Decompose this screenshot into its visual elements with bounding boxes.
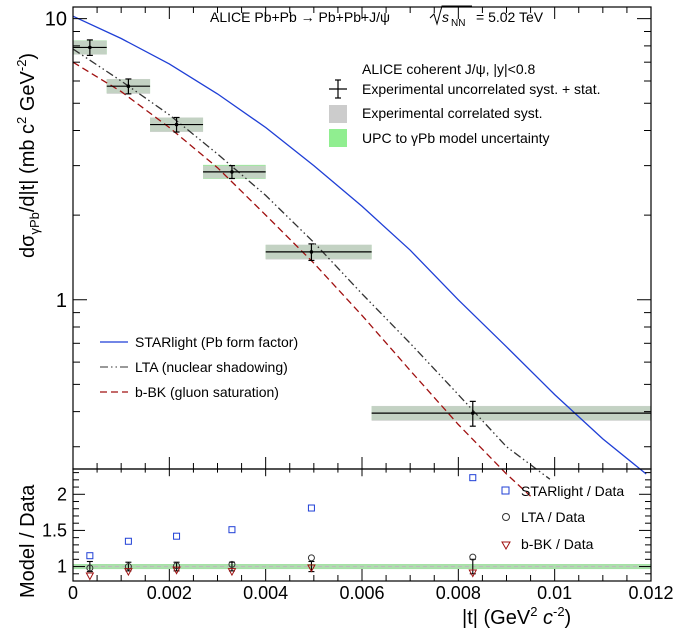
x-tick-label-4: 0.008: [436, 583, 481, 603]
data-point-3: [203, 165, 266, 180]
svg-text:b-BK / Data: b-BK / Data: [521, 536, 594, 552]
x-tick-label-0: 0: [68, 583, 78, 603]
y-tick-label-0: 1: [56, 290, 67, 312]
svg-text:STARlight (Pb form factor): STARlight (Pb form factor): [135, 334, 298, 350]
ratio-marker-lta-1: [124, 563, 132, 571]
y-tick-label-1: 10: [45, 9, 67, 31]
svg-text:NN: NN: [451, 18, 465, 29]
ratio-marker-lta-4: [307, 554, 315, 562]
ratio-corr-box-4: [265, 564, 372, 569]
ratio-marker-starlight-5: [469, 474, 477, 482]
ratio-marker-lta-3: [228, 560, 236, 568]
x-tick-label-3: 0.006: [339, 583, 384, 603]
data-point-2: [150, 116, 204, 133]
ratio-marker-bbk-4: [307, 564, 316, 573]
data-point-0: [73, 39, 107, 56]
legend-ratio: STARlight / Data LTA / Data b-BK / Data: [501, 483, 624, 552]
legend-entry-correlated: Experimental correlated syst.: [329, 105, 543, 123]
model-curve-lta: [72, 48, 551, 480]
ratio-data-error-0: [86, 560, 93, 573]
svg-text:= 5.02 TeV: = 5.02 TeV: [476, 9, 544, 25]
x-axis-label: |t| (GeV2 c-2): [462, 604, 571, 629]
ratio-corr-box-5: [371, 564, 651, 569]
y-axis-label: dσγPb/d|t| (mb c2 GeV-2): [14, 53, 42, 258]
x-tick-label-2: 0.004: [243, 583, 288, 603]
x-tick-label-1: 0.002: [147, 583, 192, 603]
ratio-marker-starlight-2: [173, 532, 181, 540]
chart-title: ALICE Pb+Pb → Pb+Pb+J/ψ: [210, 9, 390, 25]
ratio-y-tick-label-1: 1.5: [42, 520, 67, 540]
svg-text:STARlight / Data: STARlight / Data: [521, 483, 624, 499]
data-point-4: [265, 243, 372, 262]
ratio-marker-starlight-1: [124, 537, 132, 545]
ratio-marker-starlight-0: [86, 552, 94, 560]
svg-text:LTA / Data: LTA / Data: [521, 509, 585, 525]
ratio-marker-bbk-2: [172, 566, 181, 575]
x-tick-label-6: 0.012: [628, 583, 673, 603]
ratio-marker-bbk-5: [468, 569, 478, 578]
x-tick-label-5: 0.01: [537, 583, 572, 603]
model-curve-starlight: [72, 15, 647, 475]
svg-text:b-BK (gluon saturation): b-BK (gluon saturation): [135, 384, 279, 400]
ratio-y-tick-label-0: 1: [57, 557, 67, 577]
svg-text:Experimental correlated syst.: Experimental correlated syst.: [362, 105, 543, 121]
ratio-y-tick-label-2: 2: [57, 484, 67, 504]
ratio-marker-lta-2: [173, 562, 181, 570]
legend-entry-model-uncertainty: UPC to γPb model uncertainty: [329, 129, 550, 147]
svg-text:s: s: [442, 9, 449, 25]
ratio-marker-lta-5: [469, 553, 477, 561]
data-point-5: [371, 400, 651, 427]
svg-text:UPC to γPb model uncertainty: UPC to γPb model uncertainty: [362, 130, 550, 146]
ratio-marker-starlight-3: [228, 526, 236, 534]
svg-text:LTA (nuclear shadowing): LTA (nuclear shadowing): [135, 359, 288, 375]
legend-top: ALICE coherent J/ψ, |y|<0.8 Experimental…: [329, 61, 601, 147]
energy-label: s NN = 5.02 TeV: [429, 5, 544, 29]
data-point-1: [106, 78, 151, 95]
legend-entry-uncorrelated: Experimental uncorrelated syst. + stat.: [329, 79, 601, 99]
legend-title: ALICE coherent J/ψ, |y|<0.8: [362, 61, 535, 77]
ratio-marker-bbk-3: [227, 568, 237, 577]
ratio-marker-bbk-0: [85, 572, 95, 581]
legend-models: STARlight (Pb form factor) LTA (nuclear …: [100, 334, 298, 400]
ratio-y-axis-label: Model / Data: [17, 484, 39, 598]
ratio-marker-lta-0: [86, 564, 94, 572]
model-curve-bbk: [72, 61, 532, 497]
ratio-marker-bbk-1: [124, 568, 133, 577]
ratio-marker-starlight-4: [307, 504, 315, 512]
svg-text:Experimental uncorrelated syst: Experimental uncorrelated syst. + stat.: [362, 81, 601, 97]
